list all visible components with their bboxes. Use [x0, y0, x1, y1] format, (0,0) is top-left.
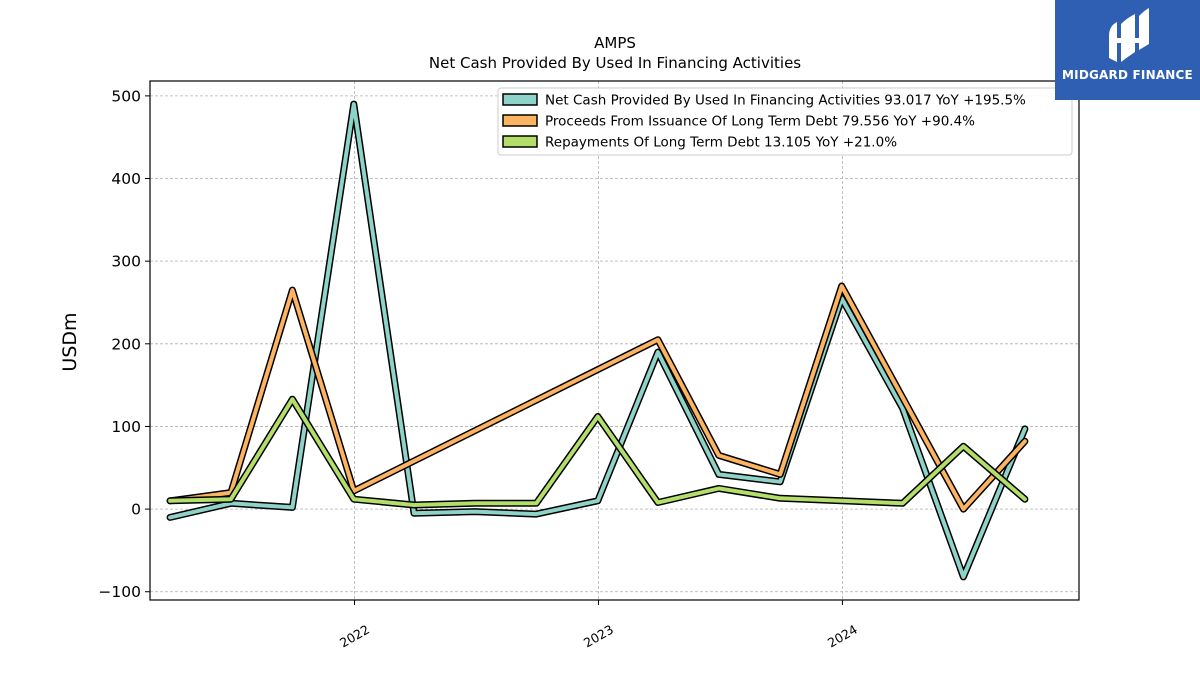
- grid: [150, 81, 1079, 600]
- series-line-net-cash-provided-by-used-in-financing-activities: [168, 102, 1027, 579]
- y-tick-label: 0: [131, 501, 141, 519]
- legend-swatch-0: [502, 93, 538, 106]
- axis-ticks: 500 400 300 200 100 0 −100 2022 2023 2024: [98, 87, 860, 650]
- series-lines: [166, 100, 1029, 581]
- legend-frame: [497, 87, 1073, 156]
- y-tick-label: 500: [111, 87, 141, 105]
- series-line-proceeds-from-issuance-of-long-term-debt: [168, 284, 1027, 512]
- legend-swatch-1: [502, 114, 538, 127]
- x-tick-label: 2024: [825, 622, 860, 651]
- midgard-logo: MIDGARD FINANCE: [1055, 0, 1200, 100]
- x-tick-label: 2022: [337, 622, 372, 651]
- midgard-logo-text: MIDGARD FINANCE: [1062, 68, 1193, 82]
- legend-label-1: Proceeds From Issuance Of Long Term Debt…: [545, 114, 975, 130]
- midgard-logo-icon: [1109, 8, 1149, 62]
- plot-frame: [149, 80, 1080, 601]
- chart-subtitle: Net Cash Provided By Used In Financing A…: [429, 54, 801, 72]
- y-axis-label: USDm: [59, 312, 81, 371]
- y-tick-label: 300: [111, 253, 141, 271]
- legend-swatch-2: [502, 135, 538, 148]
- x-tick-label: 2023: [581, 622, 616, 651]
- y-tick-label: 200: [111, 335, 141, 353]
- legend-label-0: Net Cash Provided By Used In Financing A…: [545, 93, 1026, 109]
- legend-label-2: Repayments Of Long Term Debt 13.105 YoY …: [545, 135, 897, 151]
- legend: Net Cash Provided By Used In Financing A…: [497, 87, 1073, 156]
- chart-title: AMPS: [594, 34, 636, 52]
- series-line-repayments-of-long-term-debt: [168, 397, 1027, 507]
- y-tick-label: −100: [98, 583, 141, 601]
- y-tick-label: 400: [111, 170, 141, 188]
- y-tick-label: 100: [111, 418, 141, 436]
